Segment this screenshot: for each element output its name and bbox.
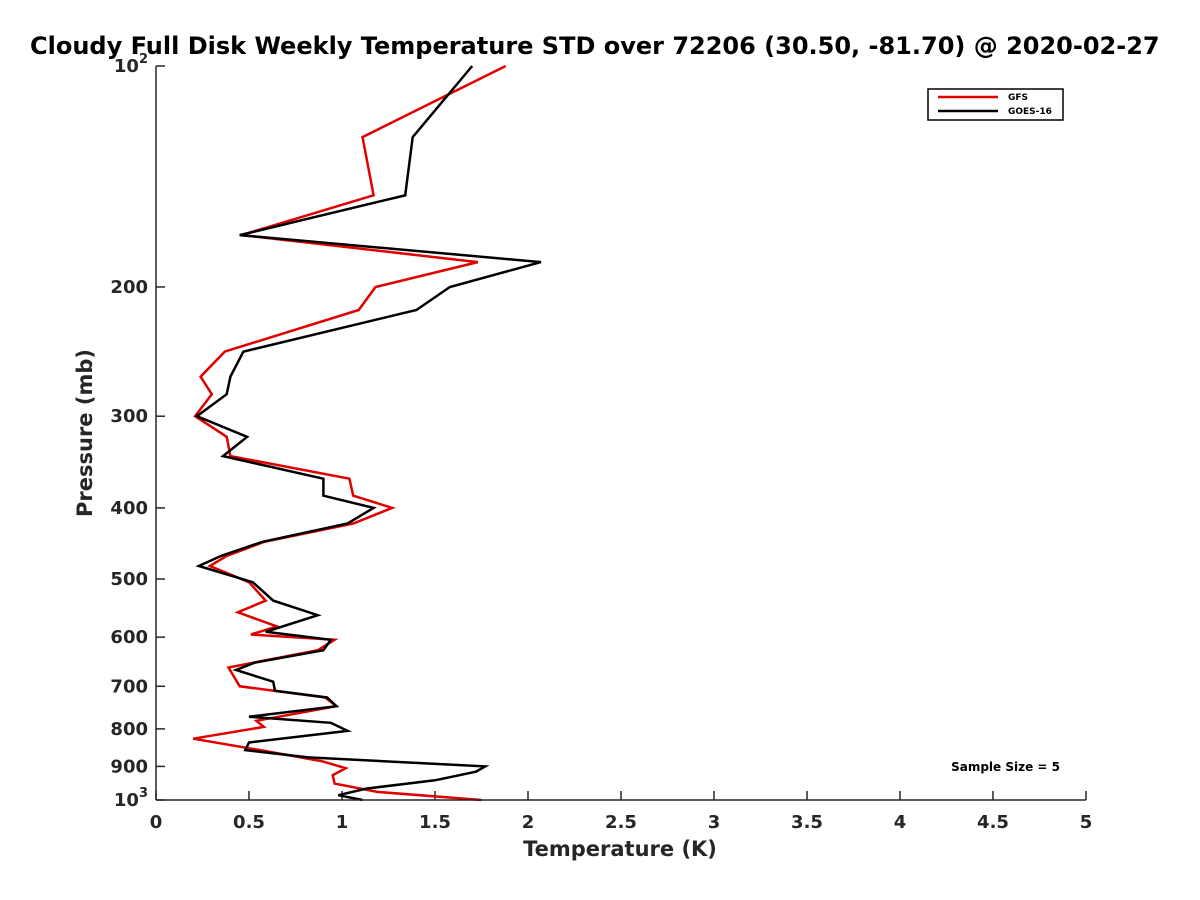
y-tick-label: 700	[110, 676, 148, 697]
y-tick-label: 103	[114, 786, 148, 811]
x-tick-label: 0.5	[233, 812, 265, 833]
sample-size-annotation: Sample Size = 5	[951, 760, 1060, 774]
x-axis-ticks: 0 0.5 1 1.5 2 2.5 3 3.5 4 4.5 5	[150, 791, 1093, 833]
x-tick-label: 2	[522, 812, 535, 833]
x-tick-label: 3.5	[791, 812, 823, 833]
x-tick-label: 1	[336, 812, 349, 833]
y-tick-label: 900	[110, 756, 148, 777]
series-line-goes16	[194, 65, 542, 802]
x-axis-label: Temperature (K)	[523, 837, 717, 861]
x-tick-label: 3	[708, 812, 721, 833]
x-tick-label: 4.5	[977, 812, 1009, 833]
y-tick-label: 400	[110, 498, 148, 519]
chart-title: Cloudy Full Disk Weekly Temperature STD …	[30, 32, 1160, 60]
legend: GFS GOES-16	[927, 88, 1064, 121]
y-tick-label: 102	[114, 52, 148, 77]
x-tick-label: 4	[894, 812, 907, 833]
x-tick-label: 1.5	[419, 812, 451, 833]
legend-box	[927, 88, 1064, 121]
x-tick-label: 2.5	[605, 812, 637, 833]
y-tick-label: 300	[110, 406, 148, 427]
y-tick-label: 500	[110, 569, 148, 590]
y-axis-ticks: 102 200 300 400 500 600 700 800 900 103	[110, 52, 165, 811]
x-tick-label: 0	[150, 812, 163, 833]
y-tick-label: 200	[110, 277, 148, 298]
series-layer	[192, 64, 542, 802]
legend-label-goes16: GOES-16	[1008, 107, 1052, 117]
y-tick-label: 800	[110, 719, 148, 740]
x-tick-label: 5	[1080, 812, 1093, 833]
legend-label-gfs: GFS	[1008, 93, 1028, 103]
y-axis-label: Pressure (mb)	[73, 349, 97, 517]
y-tick-label: 600	[110, 627, 148, 648]
